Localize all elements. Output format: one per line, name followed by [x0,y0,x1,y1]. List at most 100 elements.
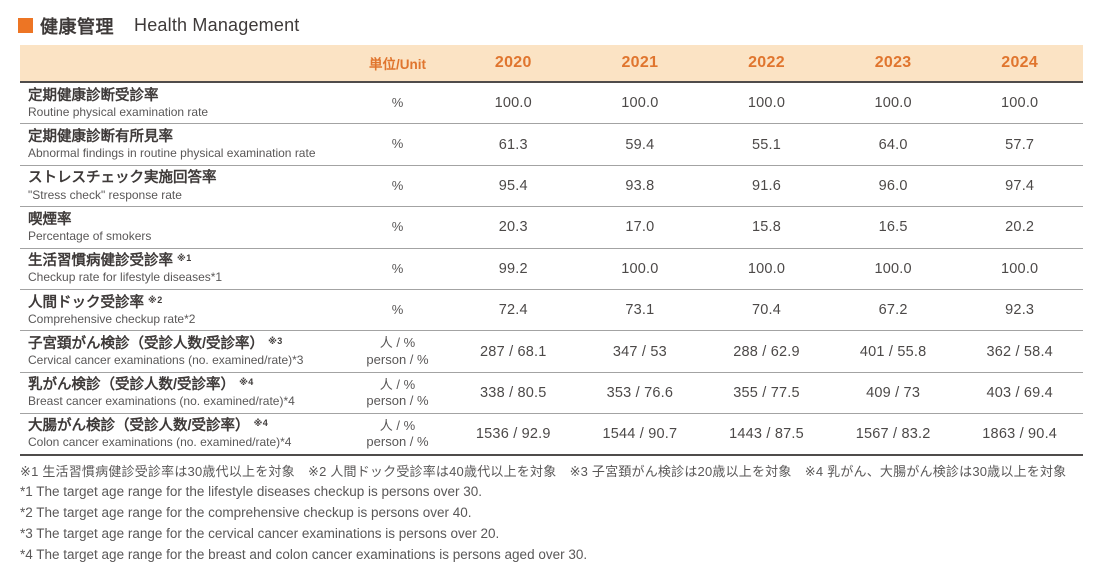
row-unit: % [391,95,404,111]
header-year-2021: 2021 [621,54,659,71]
cell-value: 288 / 62.9 [733,343,800,360]
cell-value: 20.2 [1005,219,1035,236]
row-label-sup: ※4 [253,418,269,429]
row-label-ja: 乳がん検診（受診人数/受診率） [28,377,236,394]
cell-value: 1536 / 92.9 [475,425,551,442]
cell-value: 362 / 58.4 [986,343,1053,360]
cell-value: 93.8 [625,177,655,194]
header-year-2023: 2023 [874,54,912,71]
row-label-sup: ※3 [268,335,283,346]
orange-square-bullet-icon [18,18,33,33]
header-unit: 単位/Unit [369,57,426,72]
cell-value: 347 / 53 [612,343,667,360]
row-label: 生活習慣病健診受診率 ※1 Checkup rate for lifestyle… [20,252,345,285]
cell-value: 100.0 [1001,260,1039,277]
row-unit: 人 / % person / % [366,335,429,367]
cell-value: 55.1 [751,136,781,153]
row-label-en: Percentage of smokers [28,228,152,243]
footnote-en-4: *4 The target age range for the breast a… [20,547,588,563]
cell-value: 100.0 [494,95,532,112]
table-row: ストレスチェック実施回答率 "Stress check" response ra… [20,166,1083,208]
row-label-en: Comprehensive checkup rate*2 [28,311,196,326]
cell-value: 91.6 [751,177,781,194]
cell-value: 97.4 [1005,177,1035,194]
footnote-en-2: *2 The target age range for the comprehe… [20,505,472,521]
cell-value: 100.0 [747,260,786,277]
row-unit: % [391,177,404,193]
table-row: 喫煙率 Percentage of smokers % 20.3 17.0 15… [20,207,1083,249]
header-year-2022: 2022 [748,54,785,71]
footnote-en-1: *1 The target age range for the lifestyl… [20,484,483,500]
cell-value: 100.0 [874,260,912,277]
row-unit: % [391,219,404,235]
cell-value: 64.0 [878,136,908,153]
cell-value: 100.0 [874,95,912,112]
cell-value: 15.8 [751,219,781,236]
cell-value: 16.5 [878,219,908,236]
row-label: 定期健康診断受診率 Routine physical examination r… [20,87,345,120]
cell-value: 99.2 [498,260,528,277]
table-header-row: 単位/Unit 2020 2021 2022 2023 2024 [20,45,1083,83]
footnotes: ※1 生活習慣病健診受診率は30歳代以上を対象 ※2 人間ドック受診率は40歳代… [20,463,1082,564]
cell-value: 409 / 73 [866,384,921,401]
table-row: 乳がん検診（受診人数/受診率） ※4 Breast cancer examina… [20,373,1083,415]
cell-value: 72.4 [498,302,528,319]
cell-value: 403 / 69.4 [986,384,1053,401]
row-unit: % [391,136,404,152]
cell-value: 287 / 68.1 [480,343,547,360]
row-label-ja: 生活習慣病健診受診率 [28,253,173,270]
health-management-table: 単位/Unit 2020 2021 2022 2023 2024 定期健康診断受… [20,45,1083,456]
cell-value: 401 / 55.8 [859,343,927,360]
cell-value: 95.4 [498,177,528,194]
cell-value: 100.0 [1001,95,1039,112]
row-label: 子宮頚がん検診（受診人数/受診率） ※3 Cervical cancer exa… [20,335,345,368]
cell-value: 1863 / 90.4 [982,425,1058,442]
table-row: 人間ドック受診率 ※2 Comprehensive checkup rate*2… [20,290,1083,332]
cell-value: 353 / 76.6 [606,384,674,401]
row-unit: 人 / % person / % [366,417,429,449]
header-year-2020: 2020 [494,54,532,71]
cell-value: 17.0 [625,219,655,236]
cell-value: 1567 / 83.2 [855,425,931,442]
cell-value: 100.0 [621,95,659,112]
row-label-ja: 大腸がん検診（受診人数/受診率） [28,418,250,435]
row-label-ja: 子宮頚がん検診（受診人数/受診率） [28,335,265,352]
row-label-en: Routine physical examination rate [28,104,209,119]
cell-value: 100.0 [621,260,659,277]
cell-value: 100.0 [747,95,786,112]
row-label-en: Colon cancer examinations (no. examined/… [28,435,292,450]
cell-value: 57.7 [1005,136,1035,153]
row-label-sup: ※4 [239,377,254,388]
row-label-ja: 定期健康診断受診率 [28,87,159,104]
cell-value: 96.0 [878,177,908,194]
row-label-ja: ストレスチェック実施回答率 [28,170,217,187]
row-label-en: Cervical cancer examinations (no. examin… [28,353,304,368]
table-row: 子宮頚がん検診（受診人数/受診率） ※3 Cervical cancer exa… [20,331,1083,373]
table-row: 定期健康診断受診率 Routine physical examination r… [20,83,1083,125]
row-label-ja: 喫煙率 [28,211,72,228]
table-row: 生活習慣病健診受診率 ※1 Checkup rate for lifestyle… [20,249,1083,290]
row-unit: % [391,260,404,276]
footnote-ja: ※1 生活習慣病健診受診率は30歳代以上を対象 ※2 人間ドック受診率は40歳代… [20,463,1067,479]
cell-value: 1443 / 87.5 [729,425,804,442]
row-label: ストレスチェック実施回答率 "Stress check" response ra… [20,169,345,202]
cell-value: 73.1 [625,302,655,319]
cell-value: 1544 / 90.7 [602,425,678,442]
row-unit: % [391,302,404,318]
page-title-ja: 健康管理 [40,16,114,37]
row-label-sup: ※2 [148,294,163,305]
row-label-en: Checkup rate for lifestyle diseases*1 [28,270,223,285]
page-title: 健康管理 Health Management [0,0,1102,40]
page-title-en: Health Management [134,15,300,35]
table-row: 大腸がん検診（受診人数/受診率） ※4 Colon cancer examina… [20,414,1083,456]
footnote-en-3: *3 The target age range for the cervical… [20,526,500,542]
table-row: 定期健康診断有所見率 Abnormal findings in routine … [20,124,1083,166]
row-label-en: "Stress check" response rate [28,187,182,202]
cell-value: 59.4 [625,136,655,153]
row-label: 定期健康診断有所見率 Abnormal findings in routine … [20,128,345,161]
row-label: 乳がん検診（受診人数/受診率） ※4 Breast cancer examina… [20,376,345,409]
cell-value: 70.4 [751,302,781,319]
cell-value: 338 / 80.5 [480,384,547,401]
row-label: 喫煙率 Percentage of smokers [20,211,345,244]
